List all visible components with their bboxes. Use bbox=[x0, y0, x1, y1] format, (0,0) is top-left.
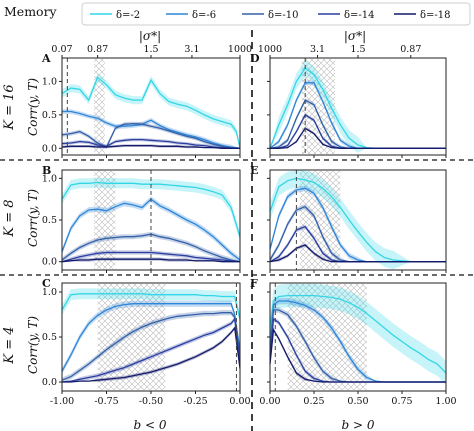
band-δ=-10 bbox=[62, 231, 240, 263]
band-δ=-2 bbox=[270, 170, 446, 270]
row-label-k4: K = 4 bbox=[2, 326, 17, 364]
hatched-region bbox=[287, 284, 367, 390]
row-label-k8: K = 8 bbox=[2, 199, 17, 237]
hatched-region bbox=[94, 171, 116, 269]
series-line-δ=-2 bbox=[61, 76, 241, 149]
plot-area bbox=[270, 58, 446, 155]
legend-title: Memory bbox=[4, 4, 58, 19]
series-line-δ=-6 bbox=[61, 303, 241, 372]
top-tick-label: 1000 bbox=[258, 44, 282, 55]
panel-b: B 0.0 0.5 1.0 bbox=[42, 164, 241, 273]
x-axis-label-right: b > 0 bbox=[342, 418, 375, 431]
y-axis-label-row3: Corr(y, T) bbox=[26, 316, 40, 374]
legend-label-1: δ=-2 bbox=[116, 10, 140, 21]
series-line-δ=-14 bbox=[61, 251, 241, 263]
series-line-δ=-2 bbox=[269, 294, 447, 374]
top-tick-label: 3.1 bbox=[184, 44, 199, 55]
y-tick-label: 1.0 bbox=[42, 173, 57, 184]
panel-e: E bbox=[250, 164, 447, 273]
band-δ=-18 bbox=[62, 326, 240, 382]
y-tick-label: 0.5 bbox=[42, 332, 57, 343]
top-tick-label: 1.5 bbox=[143, 44, 158, 55]
x-tick-label: 0.00 bbox=[259, 396, 280, 407]
top-tick-label: 3.1 bbox=[310, 44, 325, 55]
panel-letter-d: D bbox=[250, 52, 260, 65]
panel-a: A 0.0 0.5 1.0 0.07 0.87 1.5 3.1 1000 bbox=[41, 44, 252, 158]
y-tick-label: 1.0 bbox=[42, 76, 57, 87]
band-δ=-6 bbox=[62, 196, 240, 263]
band-δ=-2 bbox=[270, 283, 446, 385]
top-tick-label: 0.07 bbox=[51, 44, 72, 55]
band-δ=-2 bbox=[62, 73, 240, 149]
top-tick-label: 0.87 bbox=[87, 44, 108, 55]
series-line-δ=-6 bbox=[62, 110, 241, 149]
legend-box bbox=[81, 2, 471, 26]
series-line-δ=-18 bbox=[61, 144, 240, 149]
panel-letter-a: A bbox=[41, 52, 51, 65]
legend-label-5: δ=-18 bbox=[420, 10, 451, 21]
x-tick-label: -0.25 bbox=[183, 396, 207, 407]
y-axis-label-row2: Corr(y, T) bbox=[26, 189, 40, 247]
legend-label-2: δ=-6 bbox=[192, 10, 216, 21]
series-line-δ=-18 bbox=[270, 127, 446, 149]
legend-label-4: δ=-14 bbox=[344, 10, 375, 21]
series-line-δ=-2 bbox=[269, 177, 446, 263]
panel-letter-c: C bbox=[42, 277, 51, 290]
panel-f: F 0.00 0.25 0.50 0.75 1.00 bbox=[250, 277, 457, 407]
top-axis-label-right: |σ*| bbox=[344, 29, 366, 43]
x-tick-label: -0.75 bbox=[94, 396, 118, 407]
panel-c: C 0.0 0.5 1.0 -1.00 -0.75 -0.50 -0.25 0.00 bbox=[42, 277, 251, 407]
band-δ=-6 bbox=[62, 109, 240, 150]
y-tick-label: 0.5 bbox=[42, 215, 57, 226]
series-line-δ=-18 bbox=[62, 326, 241, 383]
top-axis-label-left: |σ*| bbox=[139, 29, 161, 43]
plot-area bbox=[270, 170, 446, 270]
series-line-δ=-10 bbox=[61, 122, 240, 149]
series-line-δ=-2 bbox=[61, 293, 241, 320]
x-tick-label: 0.00 bbox=[229, 396, 250, 407]
top-tick-label: 0.87 bbox=[400, 44, 421, 55]
legend-label-3: δ=-10 bbox=[268, 10, 299, 21]
series-line-δ=-18 bbox=[269, 327, 446, 383]
x-tick-label: 0.75 bbox=[391, 396, 412, 407]
series-line-δ=-14 bbox=[61, 317, 241, 383]
y-axis-label-row1: Corr(y, T) bbox=[26, 78, 40, 136]
x-tick-label: 0.25 bbox=[303, 396, 324, 407]
y-tick-label: 0.0 bbox=[42, 377, 57, 388]
series-line-δ=-10 bbox=[61, 312, 241, 381]
row-label-k16: K = 16 bbox=[2, 84, 17, 130]
top-tick-label: 1.5 bbox=[350, 44, 365, 55]
y-tick-label: 0.5 bbox=[42, 110, 57, 121]
y-tick-label: 1.0 bbox=[42, 287, 57, 298]
band-δ=-14 bbox=[62, 250, 240, 263]
y-tick-label: 0.0 bbox=[42, 143, 57, 154]
band-δ=-2 bbox=[62, 288, 240, 325]
top-tick-label: 1000 bbox=[228, 44, 252, 55]
panel-letter-e: E bbox=[250, 164, 258, 177]
panel-letter-f: F bbox=[250, 277, 258, 290]
x-tick-label: 1.00 bbox=[435, 396, 456, 407]
band-δ=-10 bbox=[62, 310, 240, 383]
series-line-δ=-18 bbox=[269, 244, 446, 263]
x-tick-label: -1.00 bbox=[50, 396, 74, 407]
hatched-region bbox=[94, 59, 105, 154]
y-tick-label: 0.0 bbox=[42, 257, 57, 268]
x-axis-label-left: b < 0 bbox=[134, 418, 167, 431]
x-tick-label: -0.50 bbox=[139, 396, 163, 407]
panel-letter-b: B bbox=[42, 164, 51, 177]
x-tick-label: 0.50 bbox=[347, 396, 368, 407]
series-line-δ=-18 bbox=[61, 258, 240, 263]
